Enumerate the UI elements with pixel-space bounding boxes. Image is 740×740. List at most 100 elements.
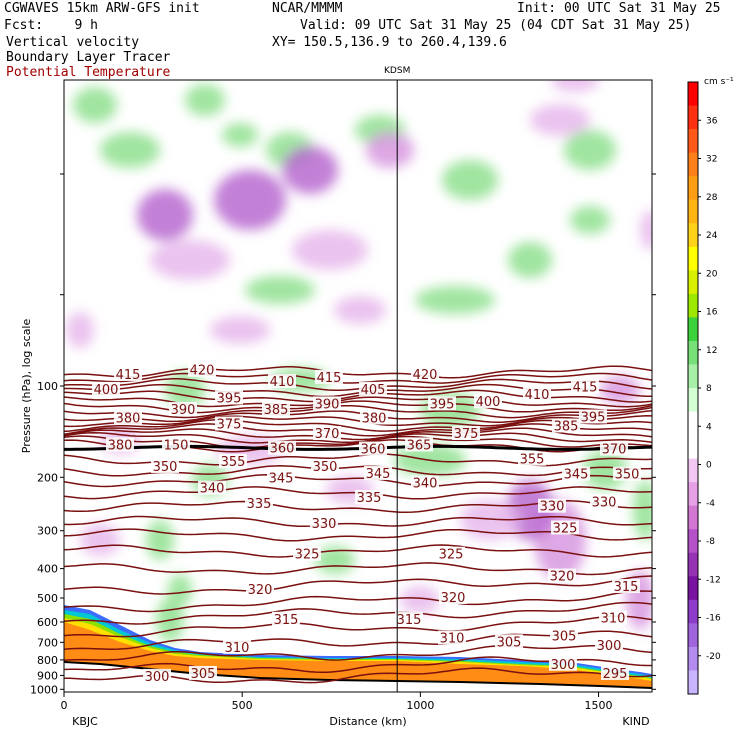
colorbar-label: 0 [706, 461, 712, 471]
theta-label-bg [311, 459, 339, 474]
theta-label-bg [548, 568, 576, 583]
theta-label: 300 [551, 658, 576, 673]
velocity-blob [210, 316, 270, 344]
theta-contour-line [64, 544, 652, 558]
theta-label-bg [315, 369, 343, 384]
theta-label: 355 [221, 455, 246, 470]
theta-label: 315 [614, 580, 639, 595]
colorbar-swatch [688, 317, 698, 342]
theta-contour-line [64, 372, 652, 384]
theta-label: 345 [564, 468, 589, 483]
theta-label: 420 [190, 364, 215, 379]
theta-label-bg [262, 402, 290, 417]
theta-label-bg [599, 610, 627, 625]
colorbar-swatch [688, 82, 698, 107]
theta-contour-line [64, 410, 652, 423]
velocity-blob [442, 160, 498, 200]
theta-label-bg [267, 470, 295, 485]
theta-label: 355 [520, 453, 545, 468]
y-tick-label: 1000 [30, 683, 58, 696]
theta-label: 400 [94, 383, 119, 398]
theta-label-bg [223, 639, 251, 654]
theta-label: 360 [270, 442, 295, 457]
velocity-blob [214, 170, 286, 230]
theta-label-bg [595, 638, 623, 653]
theta-contour-line [64, 432, 652, 444]
theta-label: 375 [217, 418, 242, 433]
colorbar-swatch [688, 293, 698, 318]
y-tick-label: 600 [37, 616, 58, 629]
theta-contour-line [64, 415, 652, 428]
colorbar: 36 32 28 24 20 16 12 8 4 0 -4 -8 -12 -16 -20 [687, 81, 721, 695]
theta-label-bg [428, 396, 456, 411]
colorbar-swatch [688, 199, 698, 224]
x-tick-label: 0 [61, 699, 68, 712]
theta-label-bg [360, 410, 388, 425]
velocity-blob [508, 242, 552, 278]
theta-contour-line [64, 400, 652, 414]
theta-label-bg [114, 410, 142, 425]
theta-label: 415 [116, 368, 141, 383]
theta-label-bg [612, 579, 640, 594]
theta-label: 390 [171, 403, 196, 418]
colorbar-label: 12 [706, 346, 717, 356]
theta-contour-line [64, 601, 652, 625]
theta-label: 400 [476, 395, 501, 410]
colorbar-swatch [688, 623, 698, 648]
colorbar-swatch [688, 576, 698, 601]
x-axis-label: Distance (km) [329, 715, 406, 728]
theta-label: 305 [552, 630, 577, 645]
colorbar-swatch [688, 340, 698, 365]
colorbar-swatch [688, 364, 698, 389]
theta-label: 415 [317, 371, 342, 386]
theta-label-bg [395, 611, 423, 626]
colorbar-label: 16 [706, 308, 718, 318]
theta-contour-line [64, 615, 652, 638]
init-time: Init: 00 UTC Sat 31 May 25 [517, 1, 721, 16]
velocity-blob [415, 286, 495, 314]
theta-label: 380 [108, 438, 133, 453]
colorbar-label: 20 [706, 269, 718, 279]
theta-label: 320 [550, 570, 575, 585]
theta-label-bg [538, 498, 566, 513]
y-tick-label: 700 [37, 636, 58, 649]
theta-label-bg [571, 379, 599, 394]
left-station-label: KBJC [72, 715, 98, 728]
theta-label: 310 [225, 641, 250, 656]
theta-label-bg [272, 611, 300, 626]
theta-contour-line [64, 383, 652, 398]
velocity-blob [222, 123, 258, 147]
colorbar-label: -16 [706, 614, 721, 624]
theta-contour-line [64, 378, 652, 392]
theta-label: 325 [439, 548, 464, 563]
theta-label: 330 [540, 500, 565, 515]
theta-label: 415 [573, 380, 598, 395]
theta-label-bg [92, 381, 120, 396]
colorbar-swatch [688, 646, 698, 671]
theta-label: 295 [603, 667, 628, 682]
theta-label: 395 [217, 392, 242, 407]
y-tick-label: 200 [37, 471, 58, 484]
colorbar-label: 36 [706, 116, 718, 126]
theta-label-bg [579, 409, 607, 424]
colorbar-swatch [688, 599, 698, 624]
theta-label: 150 [164, 438, 189, 453]
vertical-velocity-shading [66, 80, 652, 642]
theta-label-bg [474, 394, 502, 409]
theta-contour-line [64, 645, 652, 662]
colorbar-swatch [688, 270, 698, 295]
velocity-blob [66, 312, 94, 348]
colorbar-swatch [688, 552, 698, 577]
theta-label-bg [523, 386, 551, 401]
theta-label-bg [198, 480, 226, 495]
chart-title: KDSM [384, 66, 410, 76]
theta-label-bg [437, 546, 465, 561]
theta-label: 390 [315, 397, 340, 412]
velocity-blob [626, 570, 652, 630]
theta-contour-line [64, 389, 652, 403]
velocity-blob [640, 210, 652, 250]
velocity-blob [551, 80, 599, 92]
theta-label: 380 [116, 412, 141, 427]
